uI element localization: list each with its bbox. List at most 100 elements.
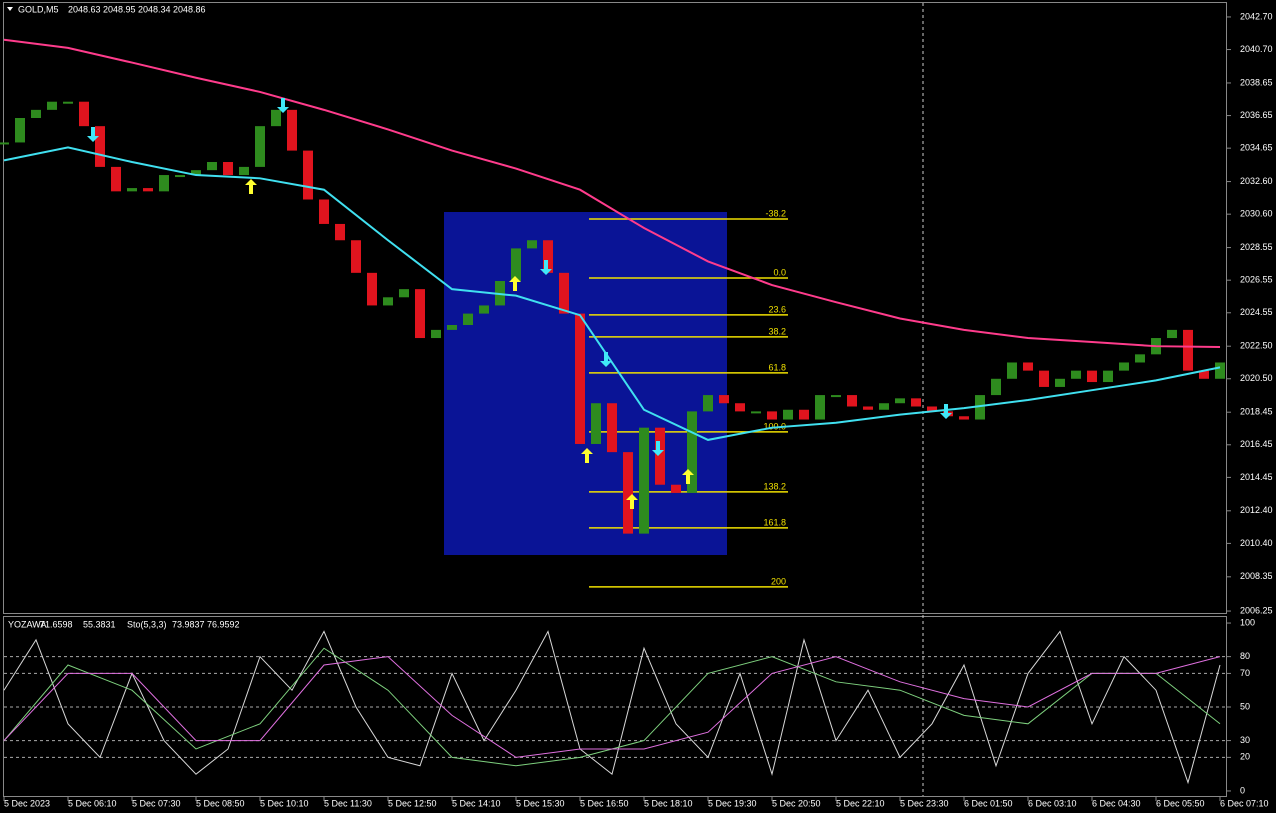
fib-label: 138.2 — [763, 481, 786, 491]
oscillator-line — [3, 656, 1221, 758]
y-tick-label: 2022.50 — [1240, 341, 1273, 351]
price-bar — [271, 109, 281, 127]
price-bar — [911, 398, 921, 407]
price-bar — [431, 329, 441, 339]
fib-label: 200 — [771, 576, 786, 586]
price-bar — [127, 188, 137, 192]
fib-label: -38.2 — [765, 208, 786, 218]
price-bar — [367, 272, 377, 306]
price-bar — [207, 162, 217, 171]
y-tick-label: 2034.65 — [1240, 143, 1273, 153]
price-bar — [463, 313, 473, 325]
quote: 2048.95 — [103, 4, 136, 14]
moving-average — [3, 38, 1221, 349]
fib-label: 0.0 — [773, 267, 786, 277]
price-bar — [975, 395, 985, 420]
price-bar — [687, 411, 697, 493]
y-tick-label: 2026.55 — [1240, 275, 1273, 285]
price-bar — [79, 101, 89, 127]
price-bar — [543, 240, 553, 273]
buy-arrow — [581, 448, 593, 463]
price-bar — [1135, 354, 1145, 363]
sell-arrow — [277, 98, 289, 113]
price-bar — [1039, 370, 1049, 387]
y-tick-label: 0 — [1240, 785, 1245, 795]
x-tick-label: 6 Dec 07:10 — [1220, 798, 1269, 808]
y-tick-label: 2006.25 — [1240, 605, 1273, 615]
x-tick-label: 5 Dec 2023 — [4, 798, 50, 808]
sell-arrow — [652, 441, 664, 456]
price-bar — [287, 109, 297, 151]
buy-arrow — [682, 469, 694, 484]
price-bar — [575, 313, 585, 444]
main-panel — [3, 2, 1227, 614]
price-bar — [783, 409, 793, 420]
price-bar — [799, 409, 809, 420]
price-bar — [1183, 329, 1193, 371]
x-tick-label: 5 Dec 15:30 — [516, 798, 565, 808]
y-tick-label: 2008.35 — [1240, 571, 1273, 581]
price-bar — [335, 223, 345, 241]
fib-label: 38.2 — [768, 326, 786, 336]
y-tick-label: 2042.70 — [1240, 11, 1273, 21]
price-bar — [655, 427, 665, 485]
x-tick-label: 6 Dec 05:50 — [1156, 798, 1205, 808]
price-bar — [415, 289, 425, 339]
price-bar — [351, 240, 361, 273]
indicator-name: YOZAWA — [8, 619, 46, 629]
price-bar — [95, 126, 105, 167]
x-tick-label: 5 Dec 18:10 — [644, 798, 693, 808]
price-bar — [847, 395, 857, 407]
price-bar — [159, 175, 169, 192]
sell-arrow — [87, 127, 99, 142]
quote: 2048.86 — [173, 4, 206, 14]
y-tick-label: 2032.60 — [1240, 176, 1273, 186]
x-tick-label: 5 Dec 11:30 — [324, 798, 372, 808]
price-bar — [639, 427, 649, 534]
price-bar — [607, 403, 617, 453]
price-bar — [879, 403, 889, 410]
symbol-header: GOLD,M5 2048.63 2048.95 2048.34 2048.86 — [7, 4, 206, 14]
x-tick-label: 5 Dec 07:30 — [132, 798, 181, 808]
y-tick-label: 2030.60 — [1240, 209, 1273, 219]
indicator-value: 71.6598 — [40, 619, 73, 629]
price-bar — [1007, 362, 1017, 379]
indicator-header: YOZAWA 71.6598 55.3831 Sto(5,3,3) 73.983… — [8, 619, 240, 629]
price-bar — [895, 398, 905, 404]
y-tick-label: 20 — [1240, 752, 1250, 762]
quote: 2048.63 — [68, 4, 101, 14]
zone-rectangle — [444, 212, 727, 555]
price-bar — [751, 411, 761, 414]
price-bar — [239, 166, 249, 176]
price-bar — [767, 411, 777, 420]
fib-label: 23.6 — [768, 304, 786, 314]
fib-label: 61.8 — [768, 362, 786, 372]
price-bar — [1023, 362, 1033, 371]
menu-arrow[interactable] — [7, 7, 13, 11]
price-bar — [831, 395, 841, 398]
y-tick-label: 80 — [1240, 651, 1250, 661]
price-bar — [1215, 362, 1225, 379]
price-bar — [1055, 378, 1065, 387]
price-bar — [31, 109, 41, 119]
price-bar — [959, 416, 969, 420]
price-bar — [0, 142, 9, 145]
price-bar — [623, 452, 633, 534]
price-bar — [863, 406, 873, 410]
x-tick-label: 6 Dec 04:30 — [1092, 798, 1141, 808]
price-bar — [735, 403, 745, 412]
moving-average — [3, 146, 1221, 441]
x-tick-label: 5 Dec 06:10 — [68, 798, 117, 808]
price-bar — [559, 272, 569, 314]
y-tick-label: 2024.55 — [1240, 307, 1273, 317]
price-bar — [111, 166, 121, 192]
price-bar — [479, 305, 489, 314]
price-bar — [1087, 370, 1097, 383]
y-tick-label: 2014.45 — [1240, 472, 1273, 482]
sell-arrow — [600, 352, 612, 367]
price-bar — [671, 484, 681, 493]
indicator-name: Sto(5,3,3) — [127, 619, 167, 629]
price-bar — [63, 101, 73, 104]
